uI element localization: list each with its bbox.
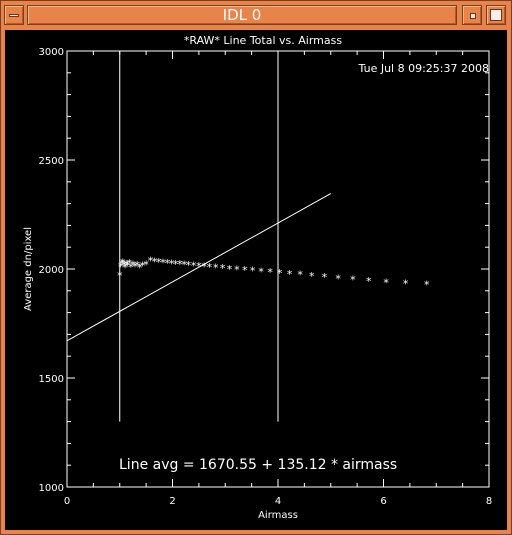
data-point: *: [335, 272, 341, 285]
data-point: *: [322, 271, 328, 284]
minimize-button[interactable]: [462, 5, 482, 25]
data-point: *: [277, 267, 283, 280]
data-point: *: [424, 278, 430, 291]
fit-line: [66, 193, 331, 342]
y-tick-label: 2000: [39, 265, 64, 276]
title-drag-area[interactable]: IDL 0: [27, 5, 457, 25]
data-point: *: [173, 258, 179, 271]
data-point: *: [121, 259, 127, 272]
data-point: *: [148, 255, 154, 268]
data-point: *: [169, 257, 175, 270]
y-axis-label: Average dn/pixel: [23, 227, 34, 311]
window-menu-icon: [9, 14, 19, 17]
data-point: *: [220, 262, 226, 275]
x-tick-label: 6: [380, 496, 386, 507]
x-tick-label: 4: [275, 496, 281, 507]
fit-line-layer: [66, 193, 331, 342]
title-bar[interactable]: IDL 0: [1, 1, 511, 29]
chart-title: *RAW* Line Total vs. Airmass: [184, 34, 342, 47]
data-point: *: [134, 259, 140, 272]
maximize-button[interactable]: [486, 5, 506, 25]
data-point: *: [186, 259, 192, 272]
data-point: *: [181, 259, 187, 272]
data-point: *: [350, 274, 356, 287]
data-point: *: [125, 260, 131, 273]
x-tick-label: 8: [486, 496, 492, 507]
fit-equation-label: Line avg = 1670.55 + 135.12 * airmass: [119, 457, 397, 473]
x-tick-label: 2: [169, 496, 175, 507]
data-point: *: [191, 260, 197, 273]
chart-timestamp: Tue Jul 8 09:25:37 2008: [358, 62, 489, 75]
data-point: *: [123, 258, 129, 271]
data-point: *: [297, 269, 303, 282]
data-points: ************************** * * * * * * * * * * * * * *…: [117, 255, 430, 292]
data-point: *: [207, 261, 213, 274]
data-point: *: [201, 260, 207, 273]
data-point: *: [143, 259, 149, 272]
data-point: *: [383, 276, 389, 289]
data-point: *: [164, 257, 170, 270]
data-point: *: [160, 256, 166, 269]
data-point: *: [403, 278, 409, 291]
data-point: *: [119, 258, 125, 271]
data-point: *: [120, 256, 126, 269]
data-point: *: [130, 259, 136, 272]
window-menu-button[interactable]: [4, 5, 24, 25]
x-axis-label: Airmass: [258, 510, 298, 521]
data-point: *: [234, 263, 240, 276]
data-point: *: [366, 275, 372, 288]
data-point: *: [152, 255, 158, 268]
minimize-icon: [470, 13, 476, 19]
data-point: *: [213, 261, 219, 274]
maximize-icon: [490, 9, 502, 21]
data-point: *: [132, 260, 138, 273]
data-point: *: [258, 265, 264, 278]
data-point: *: [196, 260, 202, 273]
data-point: *: [250, 265, 256, 278]
data-point: *: [140, 260, 146, 273]
data-point: *: [118, 260, 124, 273]
y-tick-label: 1500: [39, 374, 64, 385]
y-tick-label: 1000: [39, 483, 64, 494]
chart-svg: *RAW* Line Total vs. Airmass Tue Jul 8 0…: [23, 34, 493, 521]
x-tick-label: 0: [64, 496, 70, 507]
y-tick-label: 2500: [39, 156, 64, 167]
data-point: *: [137, 261, 143, 274]
data-point: *: [156, 256, 162, 269]
plot-canvas: *RAW* Line Total vs. Airmass Tue Jul 8 0…: [5, 30, 507, 530]
data-point: *: [128, 261, 134, 274]
data-point: *: [177, 258, 183, 271]
data-point: *: [227, 263, 233, 276]
data-point: *: [242, 264, 248, 277]
data-point: *: [126, 257, 132, 270]
vertical-markers: [119, 51, 279, 422]
window-title: IDL 0: [222, 6, 262, 24]
data-point: *: [117, 270, 123, 283]
data-point: *: [267, 266, 273, 279]
data-point: *: [122, 261, 128, 274]
data-point: *: [287, 268, 293, 281]
data-point: *: [309, 270, 315, 283]
y-tick-label: 3000: [39, 47, 64, 58]
ticks-layer: 0 2 4 6 8 1000 1500 2000 2500 3000: [39, 47, 493, 507]
